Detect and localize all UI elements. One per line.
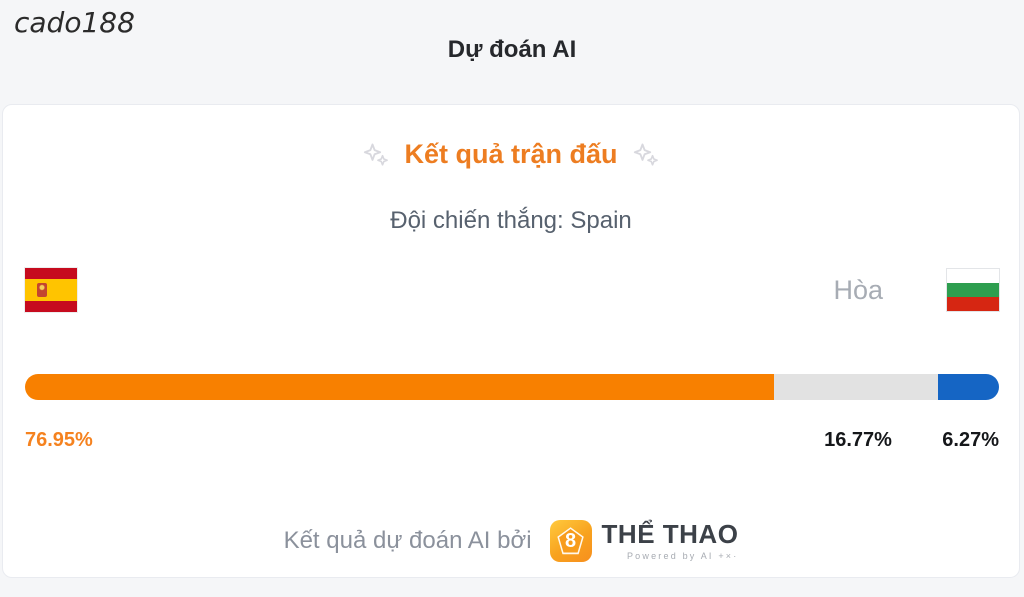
bulgaria-flag-icon [947,269,999,311]
spain-flag-icon [25,268,77,312]
prediction-card: Kết quả trận đấu Đội chiến thắng: Spain … [2,104,1020,578]
probability-segment-home [25,374,775,400]
badge-number: 8 [564,529,577,552]
flags-right-group: Hòa [833,269,999,311]
badge-shield-inner [559,529,582,553]
probability-segment-draw [774,374,938,400]
footer: Kết quả dự đoán AI bởi 8 THỂ THAO Powere… [3,515,1019,567]
flags-row: Hòa [25,267,999,313]
sparkle-icon [633,143,658,166]
badge-shield-shape [557,527,584,555]
section-title-row: Kết quả trận đấu [3,139,1019,170]
draw-label: Hòa [833,274,883,305]
winner-line: Đội chiến thắng: Spain [390,207,632,234]
thethao-logo-subtitle: Powered by AI +×· [626,550,739,561]
page-title: Dự đoán AI [447,36,577,63]
away-percentage: 6.27% [942,429,999,451]
probability-bar [25,374,999,400]
spain-coat-of-arms [37,283,47,297]
thethao-badge-icon: 8 [549,520,592,562]
footer-caption: Kết quả dự đoán AI bởi [283,527,532,554]
sparkle-icon [364,143,389,166]
thethao-logo-text: THỂ THAO Powered by AI +×· [601,519,739,561]
home-percentage: 76.95% [25,429,93,451]
thethao-logo: 8 THỂ THAO Powered by AI +×· [549,519,739,562]
probability-segment-away [937,374,999,400]
brand-logo-text: cado188 [14,6,135,39]
thethao-logo-title: THỂ THAO [601,519,739,550]
section-title: Kết quả trận đấu [404,139,618,169]
draw-percentage: 16.77% [824,429,892,451]
